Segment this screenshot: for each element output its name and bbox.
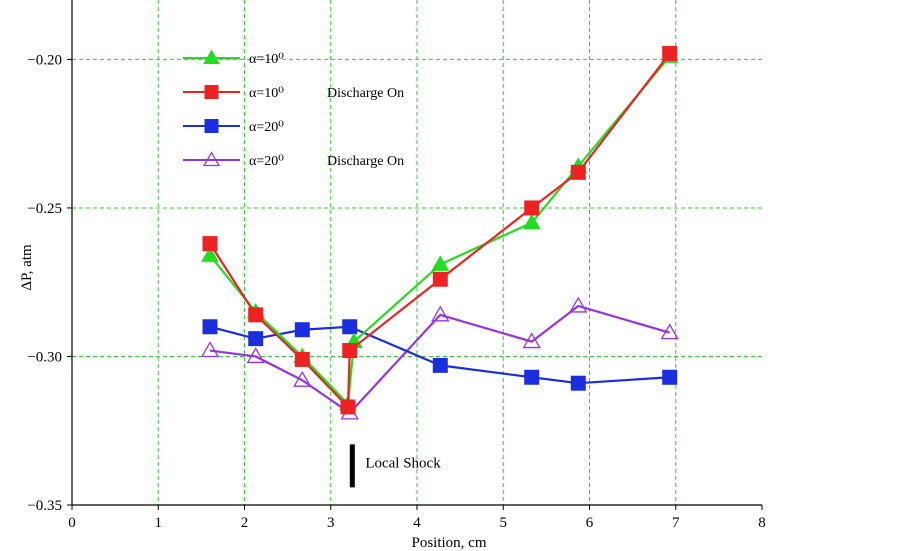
data-point [293, 370, 312, 387]
legend-label: α=10⁰ [249, 86, 284, 101]
legend-entry-2: α=20⁰ [183, 119, 284, 135]
data-point [570, 375, 586, 391]
x-tick-label: 5 [500, 515, 508, 531]
data-point [294, 322, 310, 338]
legend-label: α=20⁰ [249, 154, 284, 169]
y-tick-label: −0.30 [27, 349, 62, 365]
series-line [209, 325, 670, 385]
x-tick-label: 4 [413, 515, 421, 531]
data-point [524, 369, 540, 385]
data-point [522, 213, 541, 230]
data-point [294, 351, 310, 367]
data-point [431, 255, 450, 271]
data-point [570, 164, 586, 180]
legend-entry-3: α=20⁰ Discharge On [183, 151, 404, 169]
data-point [201, 246, 219, 262]
annotation-label: Local Shock [365, 455, 441, 471]
data-point [340, 399, 356, 415]
data-point [202, 236, 218, 252]
data-point [342, 319, 358, 335]
legend-extra-label: Discharge On [327, 86, 404, 101]
data-point [662, 369, 678, 385]
data-point [248, 331, 264, 347]
x-tick-label: 0 [68, 515, 76, 531]
y-tick-label: −0.25 [27, 201, 62, 217]
legend-marker [202, 151, 221, 167]
data-point [522, 332, 541, 349]
x-tick-label: 6 [586, 515, 594, 531]
data-point [200, 341, 220, 358]
data-point [202, 319, 218, 335]
legend-label: α=20⁰ [249, 120, 284, 135]
y-tick-label: −0.35 [27, 498, 62, 514]
legend-marker [204, 85, 219, 99]
data-point [432, 357, 448, 373]
series-1 [202, 45, 678, 415]
x-tick-label: 1 [155, 515, 163, 531]
legend-entry-0: α=10⁰ [183, 49, 284, 67]
data-point [569, 296, 588, 313]
y-tick-label: −0.20 [27, 52, 62, 68]
data-point [524, 200, 540, 216]
data-point [342, 343, 358, 359]
data-point [431, 305, 450, 322]
x-tick-label: 3 [327, 515, 335, 531]
x-axis-label: Position, cm [411, 535, 486, 551]
legend-label: α=10⁰ [249, 52, 284, 67]
legend-extra-label: Discharge On [327, 154, 404, 169]
x-tick-label: 7 [672, 515, 680, 531]
y-axis-label: ΔP, atm [19, 244, 35, 291]
x-tick-label: 2 [241, 515, 249, 531]
data-point [662, 45, 678, 61]
data-point [660, 323, 679, 340]
data-point [246, 347, 265, 364]
x-tick-label: 8 [758, 515, 766, 531]
data-point [248, 307, 264, 323]
series-3 [200, 296, 679, 420]
legend-marker [204, 119, 219, 133]
data-point [432, 271, 448, 287]
legend-marker [203, 49, 220, 65]
legend-entry-1: α=10⁰ Discharge On [183, 85, 404, 101]
series-2 [202, 319, 678, 391]
